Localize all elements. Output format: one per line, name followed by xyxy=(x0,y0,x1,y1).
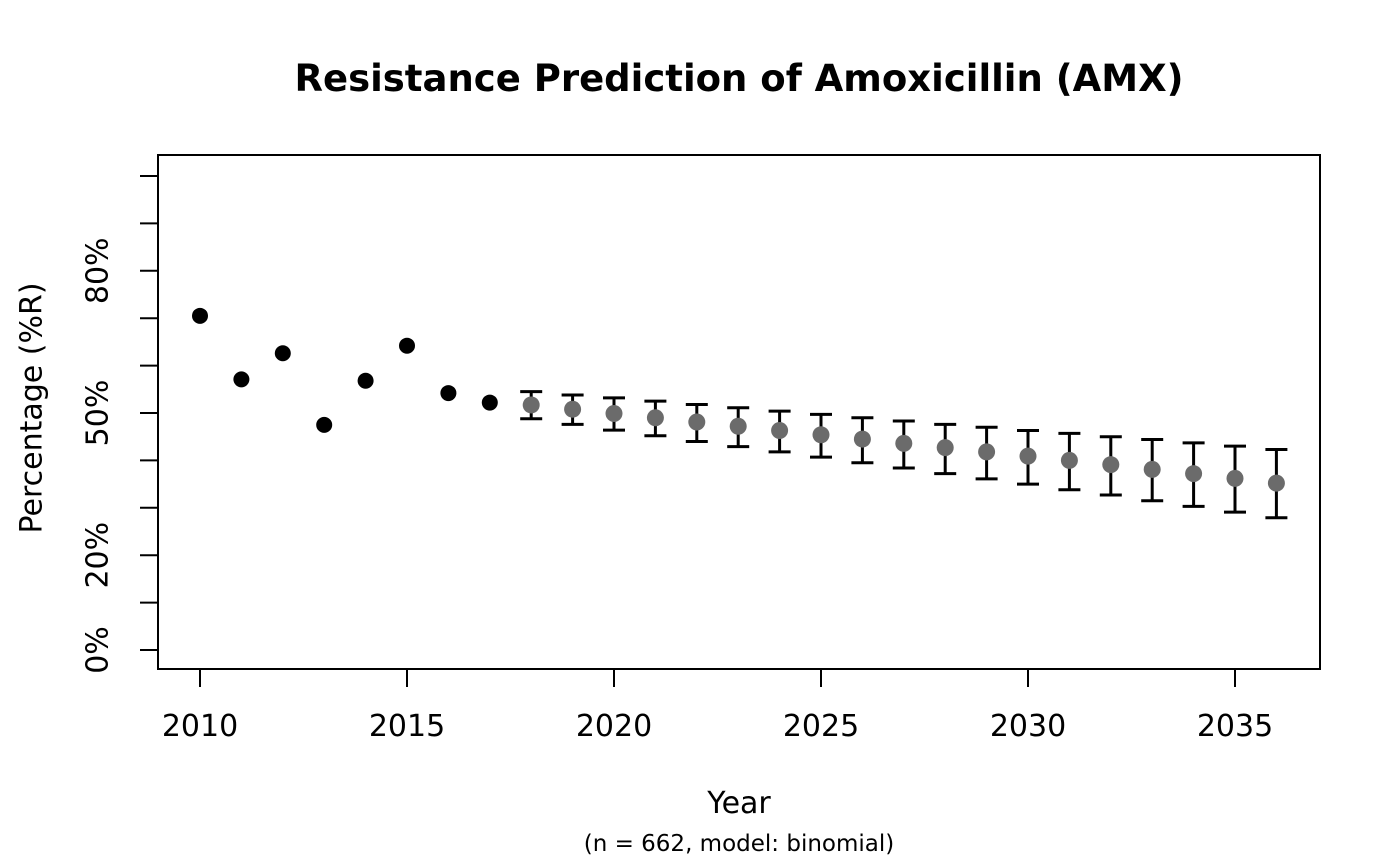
predicted-point xyxy=(1019,447,1037,465)
y-tick-label: 0% xyxy=(81,626,116,674)
observed-point xyxy=(440,385,457,402)
observed-point xyxy=(316,416,333,433)
observed-point xyxy=(233,371,250,388)
predicted-point xyxy=(771,422,789,440)
predicted-point xyxy=(936,439,954,457)
predicted-point xyxy=(605,404,623,422)
y-tick-label: 80% xyxy=(81,237,116,304)
predicted-point xyxy=(812,426,830,444)
chart-title: Resistance Prediction of Amoxicillin (AM… xyxy=(294,57,1184,100)
observed-point xyxy=(481,394,498,411)
x-tick-label: 2015 xyxy=(369,709,445,744)
observed-point xyxy=(357,372,374,389)
predicted-point xyxy=(522,396,540,414)
predicted-point xyxy=(1267,474,1285,492)
x-axis-note: (n = 662, model: binomial) xyxy=(583,831,895,857)
predicted-point xyxy=(564,400,582,418)
predicted-point xyxy=(1226,469,1244,487)
predicted-point xyxy=(853,430,871,448)
x-tick-label: 2025 xyxy=(783,709,859,744)
observed-point xyxy=(399,337,415,354)
predicted-point xyxy=(1185,465,1203,483)
x-axis-title: Year xyxy=(707,786,771,821)
x-tick-label: 2020 xyxy=(576,709,652,744)
x-tick-label: 2030 xyxy=(990,709,1066,744)
observed-point xyxy=(274,345,291,362)
x-tick-label: 2010 xyxy=(162,709,238,744)
predicted-point xyxy=(688,413,706,431)
predicted-point xyxy=(895,434,913,452)
y-tick-label: 50% xyxy=(81,380,116,447)
predicted-point xyxy=(1102,456,1120,474)
y-tick-label: 20% xyxy=(81,522,116,589)
predicted-point xyxy=(1143,460,1161,478)
predicted-point xyxy=(646,409,664,427)
x-tick-label: 2035 xyxy=(1197,709,1273,744)
predicted-point xyxy=(978,443,996,461)
predicted-point xyxy=(729,417,747,435)
predicted-point xyxy=(1060,451,1078,469)
observed-point xyxy=(192,307,208,324)
